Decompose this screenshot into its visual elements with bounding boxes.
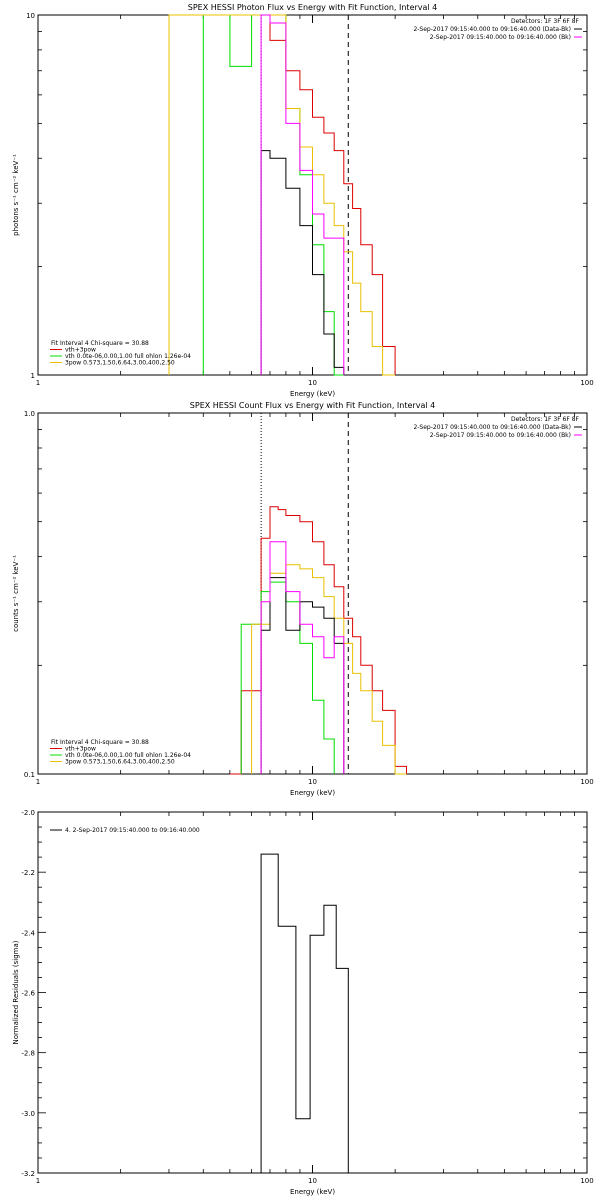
series-vth-3pow-line	[229, 506, 407, 775]
y-tick-label: -2.8	[21, 1050, 35, 1058]
y-tick-label: -3.0	[21, 1110, 35, 1118]
chart-panel-3: 1 10 100 Energy (keV) -2.0 -2.2 -2.4 -2.6 -2.8 -3…	[12, 809, 594, 1196]
y-axis-label: counts s⁻¹ cm⁻² keV⁻¹	[12, 555, 20, 632]
series-3pow-line	[251, 564, 407, 775]
x-axis-label: Energy (keV)	[290, 789, 335, 797]
y-tick-label: 0.1	[24, 771, 35, 779]
y-tick-label: 1.0	[24, 410, 35, 418]
x-tick-label: 10	[308, 1177, 317, 1185]
x-tick-label: 100	[580, 379, 593, 387]
axes-frame	[37, 412, 588, 775]
legend-left-entry: vth 0.0te-06,0.00,1.00 full ohlon 1.26e-…	[65, 752, 191, 759]
y-tick-label: -2.4	[21, 929, 35, 937]
chart-title: SPEX HESSI Photon Flux vs Energy with Fi…	[188, 3, 438, 12]
y-tick-label: -2.0	[21, 809, 35, 817]
series-3pow-line	[168, 14, 396, 376]
legend-left-entry: 3pow 0.573,1.50,6.64,3.00,400,2.50	[65, 360, 175, 367]
x-tick-label: 1	[36, 1177, 40, 1185]
chart-panel-2: SPEX HESSI Count Flux vs Energy with Fit…	[12, 401, 594, 797]
y-axis-label: photons s⁻¹ cm⁻² keV⁻¹	[12, 154, 20, 236]
detectors-label: Detectors: 1F 3F 6F 8F	[511, 18, 580, 25]
legend-left-entry: Fit Interval 4 Chi-square = 30.88	[51, 340, 149, 347]
legend-left-entry: vth+3pow	[65, 347, 96, 354]
legend-left-entry: vth 0.0te-06,0.00,1.00 full ohlon 1.26e-…	[65, 353, 191, 360]
y-tick-label: -3.2	[21, 1170, 35, 1178]
legend-right-entry: 2-Sep-2017 09:15:40.000 to 09:16:40.000 …	[430, 432, 571, 439]
legend-left-entry: 4. 2-Sep-2017 09:15:40.000 to 09:16:40.0…	[65, 827, 200, 834]
series-data-bk-line	[260, 577, 345, 774]
series-bk-line	[260, 541, 345, 774]
series-data-bk-line	[260, 150, 345, 375]
x-axis-label: Energy (keV)	[290, 1188, 335, 1196]
legend-left-entry: 3pow 0.573,1.50,6.64,3.00,400,2.50	[65, 759, 175, 766]
y-tick-label: 1	[31, 372, 35, 380]
legend-right-entry: 2-Sep-2017 09:15:40.000 to 09:16:40.000 …	[413, 424, 571, 431]
y-tick-label: -2.6	[21, 990, 35, 998]
y-tick-label: 10	[26, 12, 35, 20]
x-tick-label: 10	[308, 778, 317, 786]
x-tick-label: 1	[36, 379, 40, 387]
legend-left-entry: Fit Interval 4 Chi-square = 30.88	[51, 739, 149, 746]
series-residuals-line	[260, 853, 349, 1173]
y-tick-label: -2.2	[21, 869, 35, 877]
chart-panel-1: SPEX HESSI Photon Flux vs Energy with Fi…	[12, 3, 594, 398]
x-tick-label: 100	[580, 1177, 593, 1185]
series-vth-line	[202, 14, 344, 376]
x-axis-label: Energy (keV)	[290, 390, 335, 398]
y-axis-label: Normalized Residuals (sigma)	[12, 940, 20, 1044]
x-tick-label: 100	[580, 778, 593, 786]
axes-frame	[37, 811, 588, 1174]
x-tick-label: 1	[36, 778, 40, 786]
series-bk-line	[260, 14, 345, 375]
legend-right-entry: 2-Sep-2017 09:15:40.000 to 09:16:40.000 …	[430, 34, 571, 41]
chart-title: SPEX HESSI Count Flux vs Energy with Fit…	[190, 401, 435, 410]
legend-left-entry: vth+3pow	[65, 746, 96, 753]
legend-right-entry: 2-Sep-2017 09:15:40.000 to 09:16:40.000 …	[413, 26, 571, 33]
x-tick-label: 10	[308, 379, 317, 387]
series-vth-line	[240, 581, 335, 774]
detectors-label: Detectors: 1F 3F 6F 8F	[511, 416, 580, 423]
